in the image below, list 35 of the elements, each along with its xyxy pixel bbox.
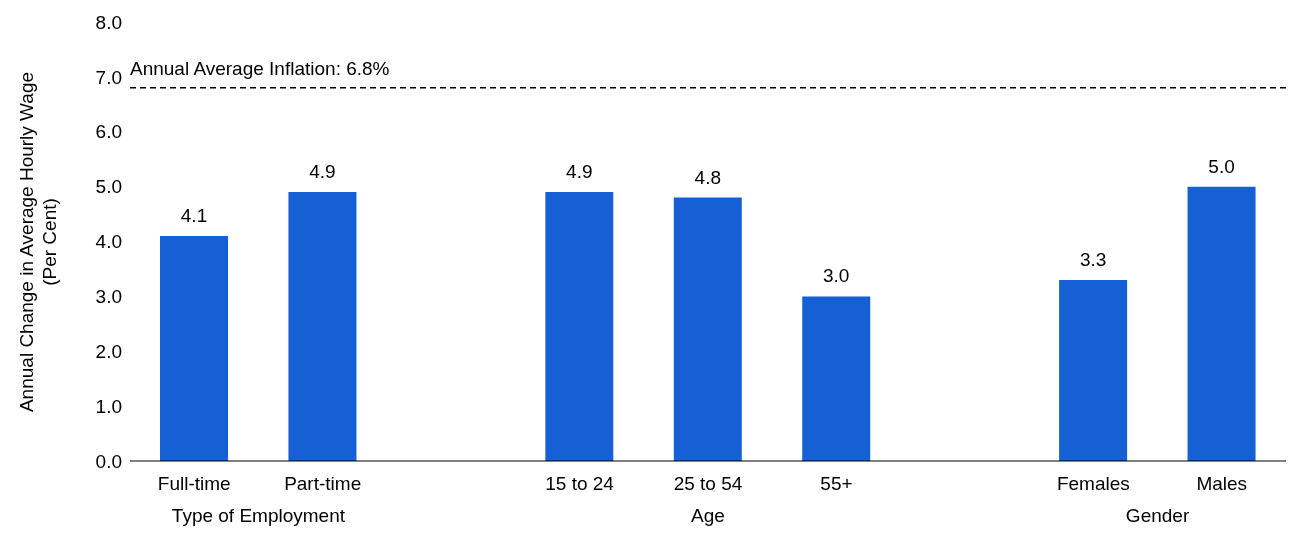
x-tick-label: Part-time: [284, 473, 362, 495]
y-tick-label: 1.0: [95, 395, 122, 417]
text: Age: [691, 505, 725, 527]
data-label: 4.8: [694, 166, 721, 188]
bar: [673, 197, 742, 461]
y-tick-label: 2.0: [95, 340, 122, 362]
x-tick-label: Full-time: [157, 473, 231, 495]
y-tick-label: 3.0: [95, 286, 122, 308]
y-tick-label: 6.0: [95, 121, 122, 143]
y-tick-label: 4.0: [95, 231, 122, 253]
x-tick-label: Males: [1196, 473, 1248, 495]
y-tick-label: 7.0: [95, 66, 122, 88]
bar: [1187, 186, 1256, 461]
x-tick-label: 55+: [820, 473, 853, 495]
data-label: 4.9: [566, 161, 593, 183]
bar: [288, 192, 357, 461]
data-label: 3.0: [823, 265, 850, 287]
data-label: 4.1: [180, 205, 208, 227]
bar: [1059, 279, 1128, 461]
y-tick-label: 5.0: [95, 176, 122, 198]
y-tick-label: 8.0: [95, 11, 122, 33]
text: Gender: [1125, 505, 1190, 527]
bar: [802, 296, 871, 461]
y-axis-title: Annual Change in Average Hourly Wage (Per Cent): [15, 71, 61, 412]
ref-line-label: Annual Average Inflation: 6.8%: [130, 58, 390, 80]
data-label: 5.0: [1208, 155, 1235, 177]
x-tick-label: Females: [1056, 473, 1130, 495]
data-label: 4.9: [309, 161, 336, 183]
x-tick-label: 15 to 24: [545, 473, 615, 495]
data-label: 3.3: [1079, 248, 1107, 270]
text: Type of Employment: [171, 505, 346, 527]
y-tick-label: 0.0: [95, 450, 122, 472]
bar: [160, 236, 228, 461]
bar: [545, 192, 614, 461]
x-tick-label: 25 to 54: [673, 473, 743, 495]
